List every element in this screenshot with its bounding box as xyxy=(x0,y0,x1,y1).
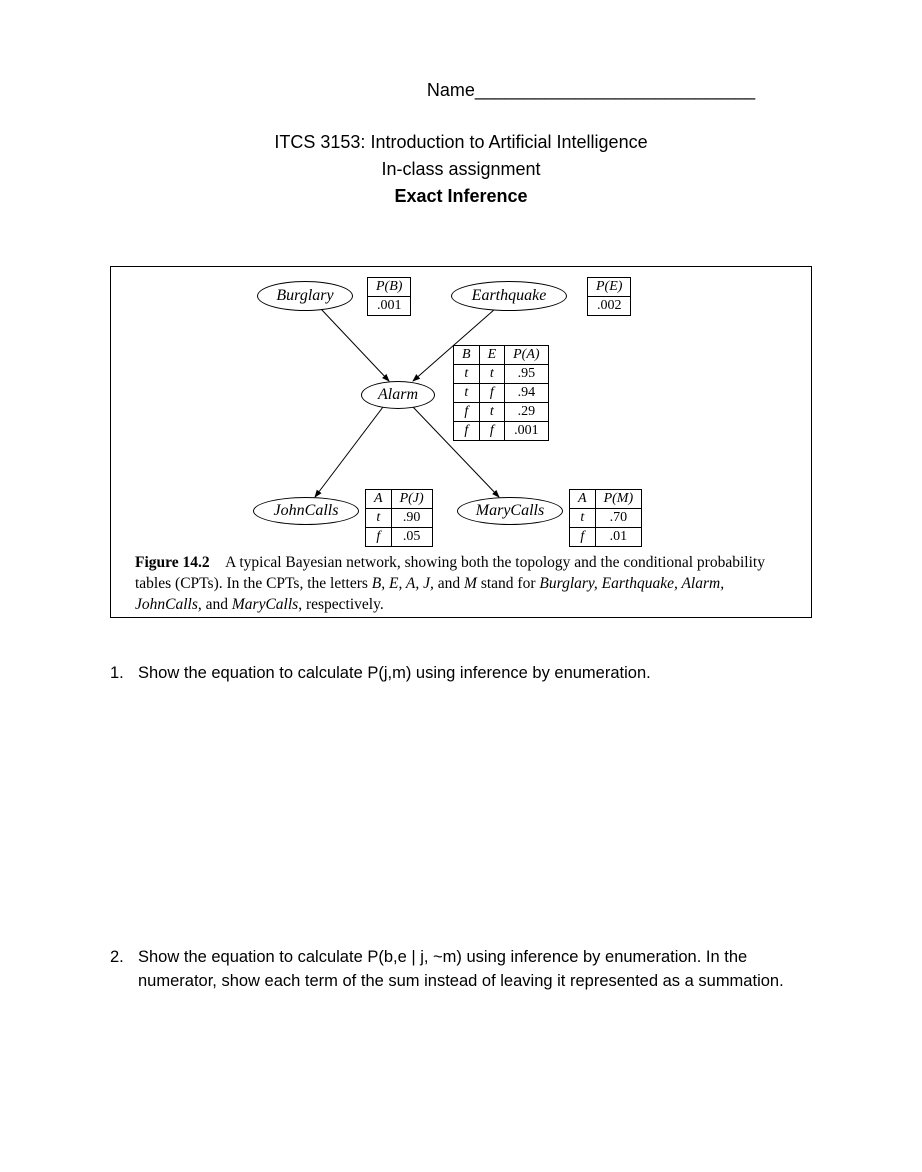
cpt-b-value: .001 xyxy=(368,297,411,316)
document-page: Name____________________________ ITCS 31… xyxy=(0,0,922,1034)
cpt-a-r1c0: t xyxy=(454,384,480,403)
node-earthquake: Earthquake xyxy=(451,281,567,311)
cpt-a-r1c1: f xyxy=(479,384,505,403)
cpt-m-r0c1: .70 xyxy=(595,509,642,528)
cpt-b-header: P(B) xyxy=(368,278,411,297)
question-2-text: Show the equation to calculate P(b,e | j… xyxy=(138,946,812,994)
caption-mary: MaryCalls xyxy=(232,596,298,613)
questions-section: 1. Show the equation to calculate P(j,m)… xyxy=(110,662,812,994)
cpt-m-r0c0: t xyxy=(570,509,596,528)
cpt-m-r1c1: .01 xyxy=(595,528,642,547)
cpt-a-h2: P(A) xyxy=(505,346,548,365)
cpt-a-r0c0: t xyxy=(454,365,480,384)
question-2-number: 2. xyxy=(110,946,138,994)
question-1-number: 1. xyxy=(110,662,138,686)
caption-stand: stand for xyxy=(477,575,539,592)
node-marycalls-label: MaryCalls xyxy=(476,502,544,520)
cpt-burglary: P(B) .001 xyxy=(367,277,411,316)
cpt-j-r0c1: .90 xyxy=(391,509,432,528)
question-2: 2. Show the equation to calculate P(b,e … xyxy=(110,946,812,994)
cpt-m-r1c0: f xyxy=(570,528,596,547)
course-title: ITCS 3153: Introduction to Artificial In… xyxy=(110,129,812,156)
cpt-a-r2c0: f xyxy=(454,403,480,422)
cpt-m-h0: A xyxy=(570,490,596,509)
cpt-earthquake: P(E) .002 xyxy=(587,277,631,316)
cpt-a-r2c1: t xyxy=(479,403,505,422)
caption-m: M xyxy=(464,575,477,592)
node-alarm: Alarm xyxy=(361,381,435,409)
node-earthquake-label: Earthquake xyxy=(472,287,547,305)
cpt-a-r3c2: .001 xyxy=(505,422,548,441)
cpt-a-h1: E xyxy=(479,346,505,365)
node-burglary: Burglary xyxy=(257,281,353,311)
cpt-a-r0c1: t xyxy=(479,365,505,384)
cpt-j-h1: P(J) xyxy=(391,490,432,509)
network-diagram: Burglary Earthquake Alarm JohnCalls Mary… xyxy=(111,267,811,539)
cpt-j-r1c0: f xyxy=(366,528,392,547)
node-johncalls-label: JohnCalls xyxy=(274,502,339,520)
cpt-a-r3c1: f xyxy=(479,422,505,441)
assignment-subtitle: In-class assignment xyxy=(110,156,812,183)
name-blank: ____________________________ xyxy=(475,80,755,100)
question-1-text: Show the equation to calculate P(j,m) us… xyxy=(138,662,812,686)
cpt-alarm: B E P(A) tt.95 tf.94 ft.29 ff.001 xyxy=(453,345,549,441)
cpt-j-r0c0: t xyxy=(366,509,392,528)
cpt-johncalls: A P(J) t.90 f.05 xyxy=(365,489,433,547)
question-1: 1. Show the equation to calculate P(j,m)… xyxy=(110,662,812,686)
cpt-a-r0c2: .95 xyxy=(505,365,548,384)
node-burglary-label: Burglary xyxy=(276,287,333,305)
cpt-a-r3c0: f xyxy=(454,422,480,441)
cpt-a-r1c2: .94 xyxy=(505,384,548,403)
cpt-e-value: .002 xyxy=(588,297,631,316)
caption-end: , respectively. xyxy=(298,596,384,613)
cpt-j-r1c1: .05 xyxy=(391,528,432,547)
caption-fignum: Figure 14.2 xyxy=(135,554,210,571)
figure-caption: Figure 14.2 A typical Bayesian network, … xyxy=(111,539,811,618)
document-header: ITCS 3153: Introduction to Artificial In… xyxy=(110,129,812,210)
node-marycalls: MaryCalls xyxy=(457,497,563,525)
cpt-a-r2c2: .29 xyxy=(505,403,548,422)
name-field-line: Name____________________________ xyxy=(370,80,812,101)
caption-and: and xyxy=(434,575,464,592)
name-label: Name xyxy=(427,80,475,100)
caption-vars: B, E, A, J, xyxy=(372,575,434,592)
cpt-a-h0: B xyxy=(454,346,480,365)
cpt-e-header: P(E) xyxy=(588,278,631,297)
cpt-m-h1: P(M) xyxy=(595,490,642,509)
assignment-topic: Exact Inference xyxy=(110,183,812,210)
cpt-marycalls: A P(M) t.70 f.01 xyxy=(569,489,642,547)
node-johncalls: JohnCalls xyxy=(253,497,359,525)
node-alarm-label: Alarm xyxy=(378,386,418,404)
bayesian-network-figure: Burglary Earthquake Alarm JohnCalls Mary… xyxy=(110,266,812,618)
caption-and2: and xyxy=(202,596,232,613)
cpt-j-h0: A xyxy=(366,490,392,509)
